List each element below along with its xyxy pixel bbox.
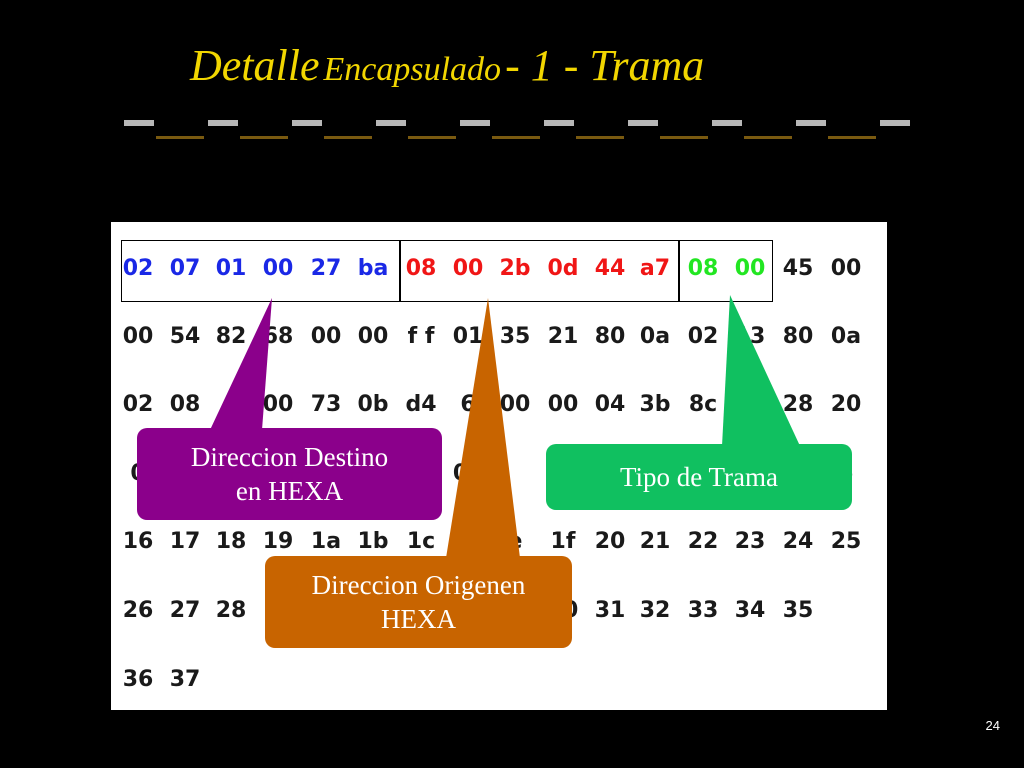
hex-byte: 0e — [452, 461, 484, 486]
hex-byte: f f — [407, 324, 435, 349]
hex-byte: 00 — [547, 392, 579, 417]
callout-origen-line2: HEXA — [381, 604, 456, 634]
hex-byte: 18 — [215, 529, 247, 554]
hex-byte: 54 — [169, 324, 201, 349]
hex-byte: 33 — [687, 598, 719, 623]
hex-byte: 16 — [122, 529, 154, 554]
hex-byte: 00 — [452, 256, 484, 281]
hex-byte: 08 — [687, 256, 719, 281]
hex-byte: 20 — [830, 392, 862, 417]
hex-byte: 0d — [547, 256, 579, 281]
title-word-trama: - 1 - Trama — [505, 41, 705, 90]
hex-byte: 21 — [547, 324, 579, 349]
hex-byte: 80 — [782, 324, 814, 349]
hex-byte: 44 — [594, 256, 626, 281]
hex-byte: 08 — [169, 392, 201, 417]
title-word-encapsulado: Encapsulado — [323, 51, 502, 88]
hex-byte: 28 — [215, 598, 247, 623]
hex-byte: 20 — [594, 529, 626, 554]
hex-byte: 0b — [357, 392, 389, 417]
hex-byte: 2b — [499, 256, 531, 281]
hex-byte: 73 — [310, 392, 342, 417]
hex-byte: a7 — [639, 256, 671, 281]
hex-byte: 80 — [594, 324, 626, 349]
hex-byte: 0a — [830, 324, 862, 349]
hex-byte: 00 — [262, 392, 294, 417]
hex-byte: 1c — [406, 529, 436, 554]
hex-byte: 23 — [734, 529, 766, 554]
hex-byte: 68 — [262, 324, 294, 349]
hex-byte: 27 — [169, 598, 201, 623]
hex-byte: 3b — [639, 392, 671, 417]
hex-byte: 1a — [310, 529, 342, 554]
hex-byte: 82 — [215, 324, 247, 349]
page-number: 24 — [985, 718, 1000, 733]
hex-byte: 08 — [405, 256, 437, 281]
hex-byte: 36 — [122, 667, 154, 692]
callout-origen: Direccion Origenen HEXA — [265, 556, 572, 648]
callout-destino: Direccion Destino en HEXA — [137, 428, 442, 520]
hex-byte: 19 — [262, 529, 294, 554]
hex-byte: 45 — [782, 256, 814, 281]
hex-byte: 04 — [594, 392, 626, 417]
hex-byte: d4 — [405, 392, 437, 417]
hex-byte: 8c — [688, 392, 718, 417]
hex-byte: 22 — [687, 529, 719, 554]
hex-byte: 00 — [499, 392, 531, 417]
hex-byte: 02 — [687, 324, 719, 349]
hex-byte: 07 — [169, 256, 201, 281]
callout-destino-line1: Direccion Destino — [190, 442, 389, 472]
hex-byte: 35 — [499, 324, 531, 349]
title-word-detalle: Detalle — [190, 41, 320, 90]
hex-byte: 21 — [639, 529, 671, 554]
hex-byte: 00 — [122, 324, 154, 349]
hex-byte: 02 — [122, 256, 154, 281]
hex-byte: e — [507, 529, 523, 554]
callout-tipo: Tipo de Trama — [546, 444, 852, 510]
callout-tipo-line1: Tipo de Trama — [619, 462, 779, 492]
hex-byte: 02 — [122, 392, 154, 417]
origen-box — [399, 240, 680, 302]
hex-byte: 00 — [310, 324, 342, 349]
hex-byte: 35 — [782, 598, 814, 623]
hex-byte: 25 — [830, 529, 862, 554]
hex-byte: 31 — [594, 598, 626, 623]
hex-byte: 37 — [169, 667, 201, 692]
slide-title: Detalle Encapsulado - 1 - Trama — [190, 40, 704, 91]
hex-byte: 17 — [169, 529, 201, 554]
hex-byte: 34 — [734, 598, 766, 623]
hex-byte: 28 — [782, 392, 814, 417]
hex-byte: ba — [357, 256, 389, 281]
hex-byte: 27 — [310, 256, 342, 281]
hex-byte: 00 — [830, 256, 862, 281]
callout-origen-line1: Direccion Origenen — [311, 570, 526, 600]
hex-byte: 1f — [550, 529, 576, 554]
hex-byte: 00 — [357, 324, 389, 349]
hex-byte: 6 — [460, 392, 476, 417]
hex-byte: 01 — [215, 256, 247, 281]
hex-byte: 00 — [734, 256, 766, 281]
hex-byte: 1b — [357, 529, 389, 554]
hex-byte: 00 — [262, 256, 294, 281]
hex-byte: 24 — [782, 529, 814, 554]
hex-byte: 01 — [452, 324, 484, 349]
hex-byte: 0a — [639, 324, 671, 349]
decorative-dashed-line — [124, 120, 910, 139]
callout-destino-line2: en HEXA — [235, 476, 344, 506]
hex-byte: 13 — [734, 324, 766, 349]
hex-byte: 26 — [122, 598, 154, 623]
hex-byte: 32 — [639, 598, 671, 623]
